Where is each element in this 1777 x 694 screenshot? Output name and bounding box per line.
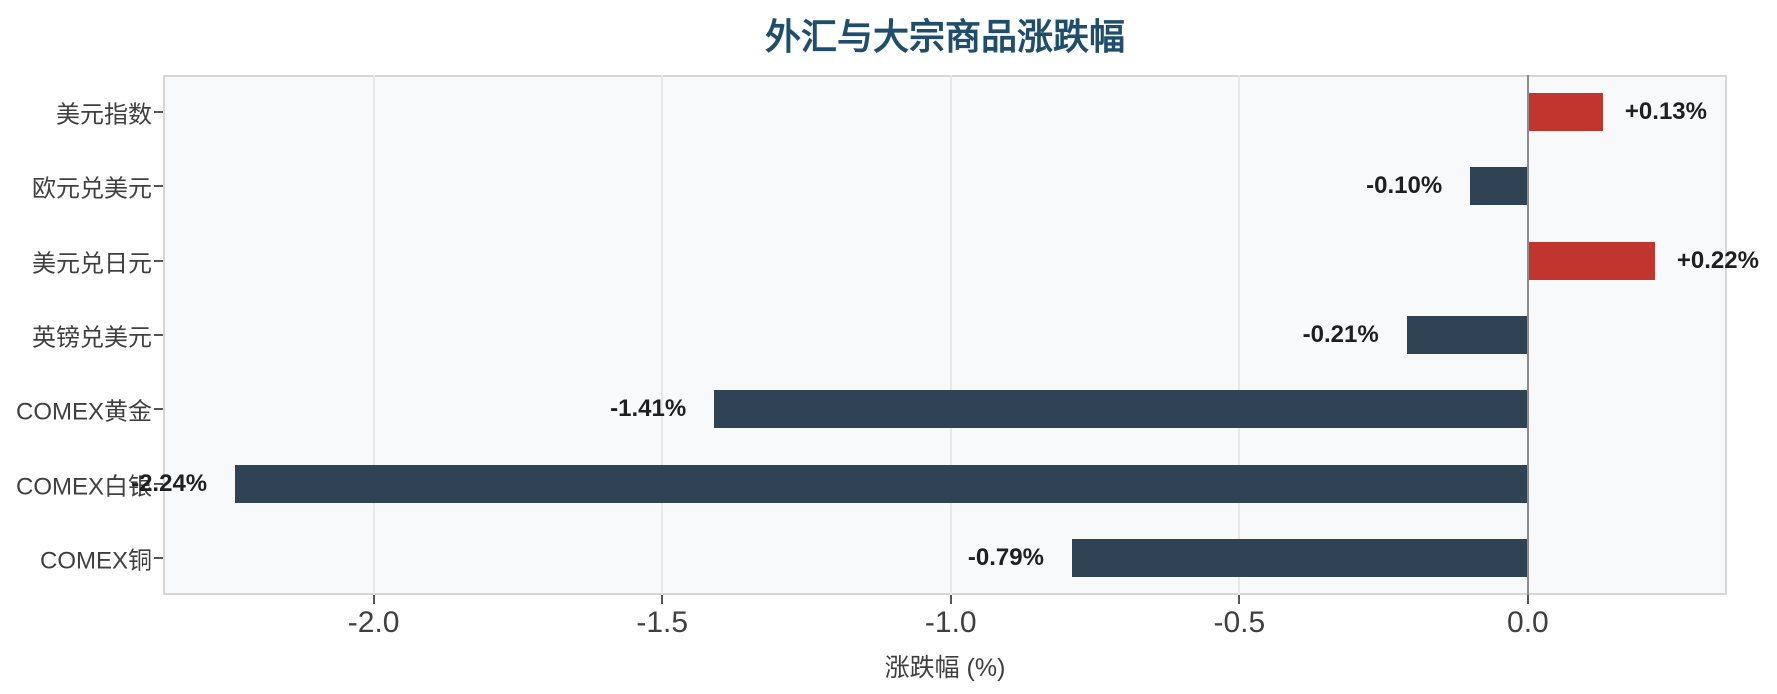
y-tick-mark (154, 111, 163, 114)
bar (1527, 241, 1655, 280)
x-gridline (949, 75, 952, 595)
category-label: 欧元兑美元 (32, 175, 152, 203)
bar-value-label: +0.13% (1624, 98, 1707, 126)
y-tick-mark (154, 334, 163, 336)
bar (1527, 93, 1603, 132)
bar (235, 464, 1528, 503)
bar (1470, 167, 1528, 206)
x-gridline (372, 75, 375, 595)
category-label: 英镑兑美元 (32, 324, 152, 352)
category-label: 美元指数 (56, 101, 152, 129)
x-tick-mark (661, 595, 664, 604)
x-tick-mark (372, 595, 375, 604)
category-label: COMEX黄金 (15, 398, 152, 426)
x-axis-label: 涨跌幅 (%) (884, 654, 1006, 682)
chart-title: 外汇与大宗商品涨跌幅 (764, 16, 1125, 57)
y-tick-mark (154, 259, 163, 262)
bar (714, 390, 1528, 429)
x-tick-mark (1238, 595, 1241, 604)
bar-value-label: +0.22% (1676, 246, 1759, 274)
x-tick-label: -0.5 (1213, 606, 1266, 639)
bar-value-label: -0.79% (967, 543, 1044, 571)
y-tick-mark (154, 556, 163, 559)
bar-value-label: -1.41% (610, 395, 687, 423)
bar-value-label: -0.21% (1302, 321, 1379, 348)
x-tick-label: -2.0 (347, 606, 400, 639)
category-label: COMEX铜 (39, 547, 152, 575)
x-tick-label: 0.0 (1507, 606, 1549, 639)
bar-value-label: -0.10% (1366, 172, 1443, 200)
bar (1071, 538, 1528, 577)
y-tick-mark (154, 185, 163, 188)
x-tick-label: -1.0 (924, 606, 977, 639)
y-tick-mark (154, 408, 163, 411)
bar (1406, 316, 1528, 354)
x-tick-mark (1526, 595, 1529, 604)
bar-value-label: -2.24% (131, 469, 208, 497)
x-tick-label: -1.5 (636, 606, 689, 639)
y-tick-mark (154, 482, 163, 485)
x-tick-mark (949, 595, 952, 604)
category-label: 美元兑日元 (32, 250, 152, 278)
zero-baseline (1526, 75, 1529, 595)
x-gridline (661, 75, 664, 595)
x-gridline (1238, 75, 1241, 595)
category-label: COMEX白银 (15, 473, 152, 501)
